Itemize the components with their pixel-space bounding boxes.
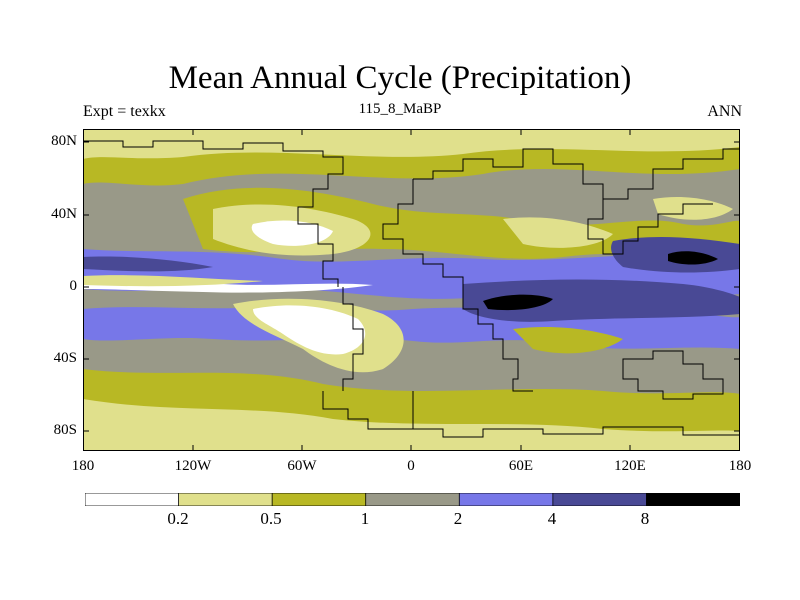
lon-label-0: 0 (407, 458, 415, 474)
colorbar-label-0-5: 0.5 (260, 509, 282, 528)
colorbar-swatch (646, 493, 740, 506)
colorbar-label-8: 8 (640, 509, 650, 528)
colorbar-swatch (271, 493, 367, 506)
lat-label-0: 0 (69, 278, 78, 294)
lat-label-40n: 40N (51, 206, 77, 222)
lat-label-80n: 80N (51, 133, 77, 149)
precipitation-map (83, 129, 740, 451)
colorbar-label-0-2: 0.2 (167, 509, 189, 528)
plot-title: Mean Annual Cycle (Precipitation) (168, 60, 632, 96)
lon-label-60w: 60W (287, 458, 317, 474)
experiment-label: Expt = texkx (83, 103, 166, 120)
lon-label-180e: 180 (728, 458, 752, 474)
lat-label-80s: 80S (53, 422, 77, 438)
colorbar (85, 493, 740, 506)
season-label: ANN (707, 103, 742, 120)
lon-label-120e: 120E (614, 458, 646, 474)
lat-label-40s: 40S (53, 350, 77, 366)
lon-label-120w: 120W (174, 458, 212, 474)
colorbar-label-4: 4 (547, 509, 557, 528)
plot-subtitle: 115_8_MaBP (358, 101, 442, 117)
colorbar-swatch (552, 493, 648, 506)
lon-label-60e: 60E (508, 458, 534, 474)
lon-label-180w: 180 (71, 458, 95, 474)
colorbar-label-2: 2 (453, 509, 463, 528)
colorbar-swatch (178, 493, 274, 506)
colorbar-swatch (85, 493, 180, 506)
colorbar-swatch (458, 493, 554, 506)
colorbar-label-1: 1 (360, 509, 370, 528)
colorbar-swatch (365, 493, 461, 506)
